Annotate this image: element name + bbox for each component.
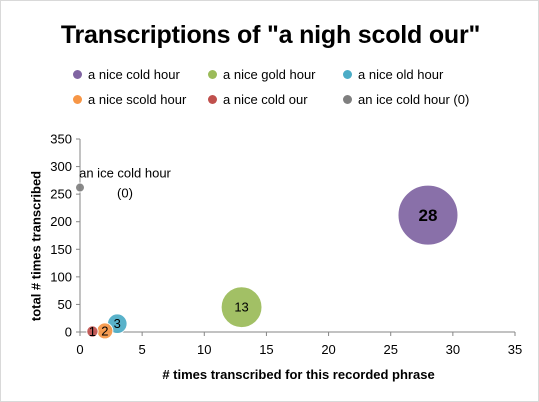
bubble-label-3: 2 (101, 323, 108, 338)
legend-swatch (208, 95, 217, 104)
bubble-label-5: an ice cold hour (0) (79, 166, 171, 201)
bubble-5 (75, 182, 85, 193)
y-tick-label: 300 (50, 159, 72, 174)
bubble-label-0: 28 (419, 206, 438, 225)
legend: a nice cold hour a nice gold hour a nice… (73, 67, 513, 107)
x-tick-label: 35 (508, 342, 522, 357)
x-tick-label: 10 (197, 342, 211, 357)
chart-title: Transcriptions of "a nigh scold our" (60, 21, 481, 49)
x-tick-label: 20 (321, 342, 335, 357)
bubble-label-4: 1 (89, 324, 96, 339)
legend-item: a nice cold our (208, 92, 343, 107)
x-tick-label: 30 (446, 342, 460, 357)
y-tick-label: 200 (50, 214, 72, 229)
y-tick-label: 350 (50, 132, 72, 147)
legend-label: a nice cold our (223, 92, 308, 107)
legend-label: a nice cold hour (88, 67, 180, 82)
legend-swatch (343, 70, 352, 79)
legend-label: a nice scold hour (88, 92, 187, 107)
y-tick-label: 150 (50, 242, 72, 257)
bubble-label-2: 3 (114, 316, 121, 331)
legend-swatch (73, 70, 82, 79)
legend-label: an ice cold hour (0) (358, 92, 470, 107)
legend-swatch (73, 95, 82, 104)
legend-item: an ice cold hour (0) (343, 92, 513, 107)
y-tick-label: 0 (65, 325, 72, 340)
x-tick-label: 5 (139, 342, 146, 357)
bubble-4 (86, 325, 99, 338)
x-tick-label: 25 (383, 342, 397, 357)
legend-label: a nice old hour (358, 67, 444, 82)
legend-swatch (343, 95, 352, 104)
bubble-label-1: 13 (234, 300, 248, 315)
y-tick-label: 100 (50, 269, 72, 284)
legend-item: a nice cold hour (73, 67, 208, 82)
legend-item: a nice gold hour (208, 67, 343, 82)
x-tick-label: 15 (259, 342, 273, 357)
bubble-0 (397, 184, 459, 246)
x-tick-label: 0 (76, 342, 83, 357)
legend-label: a nice gold hour (223, 67, 316, 82)
y-tick-label: 250 (50, 187, 72, 202)
legend-item: a nice scold hour (73, 92, 208, 107)
x-axis-title: # times transcribed for this recorded ph… (162, 367, 435, 382)
bubble-1 (220, 286, 263, 329)
legend-swatch (208, 70, 217, 79)
y-tick-label: 50 (58, 297, 72, 312)
legend-item: a nice old hour (343, 67, 513, 82)
